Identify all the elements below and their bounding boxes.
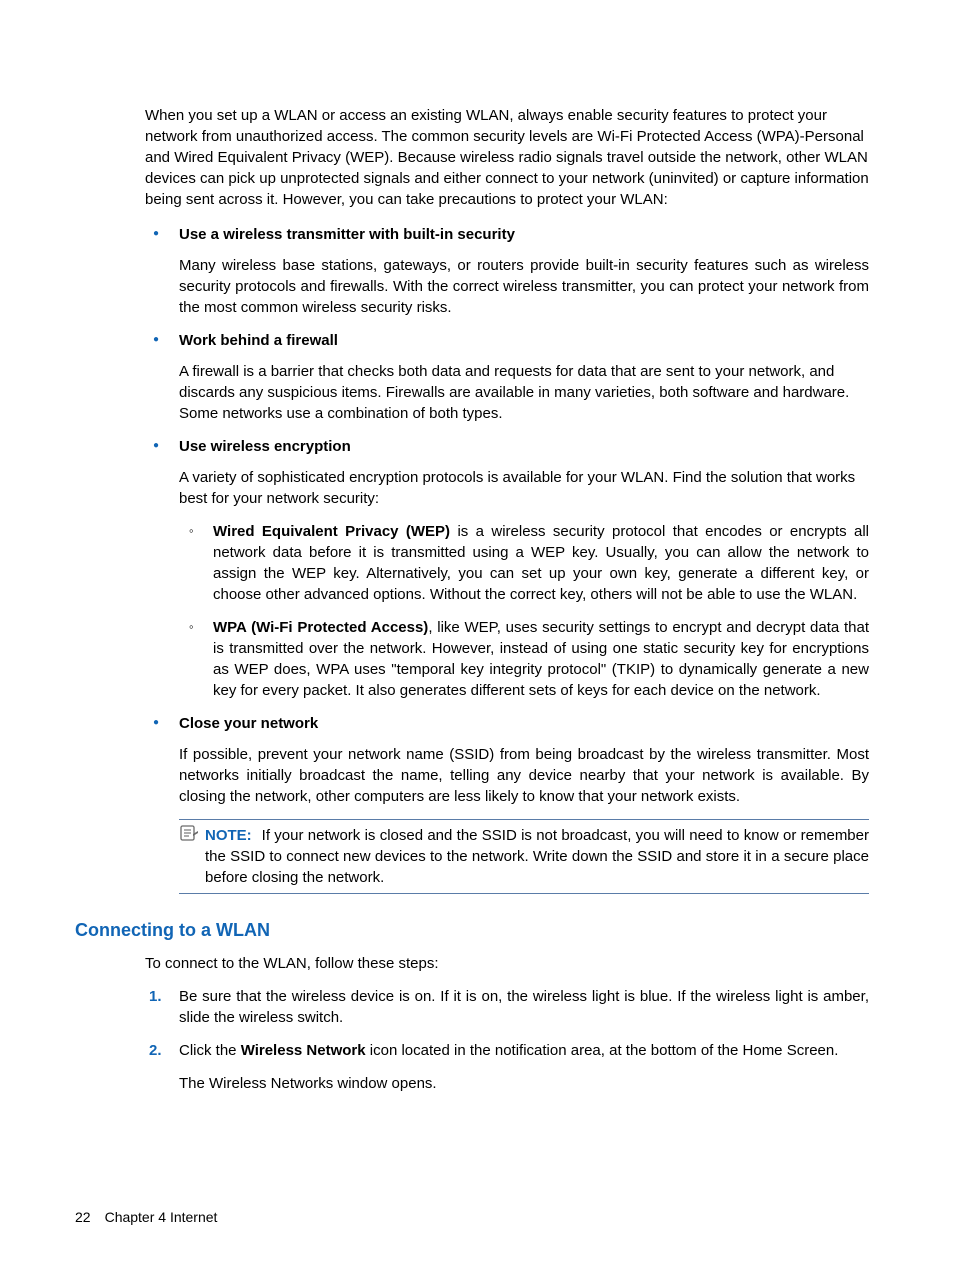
- step-text: Be sure that the wireless device is on. …: [179, 988, 869, 1026]
- bullet-body: A variety of sophisticated encryption pr…: [179, 467, 869, 509]
- bullet-item-transmitter: Use a wireless transmitter with built-in…: [145, 224, 869, 318]
- bullet-title: Close your network: [179, 713, 869, 734]
- bullet-title: Use wireless encryption: [179, 436, 869, 457]
- section-heading: Connecting to a WLAN: [75, 918, 874, 943]
- note-text: If your network is closed and the SSID i…: [205, 827, 869, 886]
- chapter-label: Chapter 4 Internet: [105, 1209, 218, 1225]
- note-icon: [179, 825, 199, 841]
- step-post: icon located in the notification area, a…: [366, 1042, 839, 1059]
- bullet-item-firewall: Work behind a firewall A firewall is a b…: [145, 330, 869, 424]
- bullet-body: If possible, prevent your network name (…: [179, 744, 869, 807]
- step-bold: Wireless Network: [241, 1042, 366, 1059]
- bullet-item-encryption: Use wireless encryption A variety of sop…: [145, 436, 869, 701]
- bullet-body: Many wireless base stations, gateways, o…: [179, 255, 869, 318]
- page-number: 22: [75, 1209, 91, 1225]
- section-content: To connect to the WLAN, follow these ste…: [145, 953, 869, 1094]
- bullet-item-close-network: Close your network If possible, prevent …: [145, 713, 869, 807]
- step-2: Click the Wireless Network icon located …: [145, 1040, 869, 1094]
- page-footer: 22 Chapter 4 Internet: [75, 1208, 217, 1228]
- step-1: Be sure that the wireless device is on. …: [145, 986, 869, 1028]
- sub-bullet-list: Wired Equivalent Privacy (WEP) is a wire…: [179, 521, 869, 701]
- bullet-body: A firewall is a barrier that checks both…: [179, 361, 869, 424]
- intro-paragraph: When you set up a WLAN or access an exis…: [145, 105, 869, 210]
- note-box: NOTE:If your network is closed and the S…: [179, 819, 869, 894]
- steps-list: Be sure that the wireless device is on. …: [145, 986, 869, 1094]
- step-pre: Click the: [179, 1042, 241, 1059]
- bullet-list: Use a wireless transmitter with built-in…: [145, 224, 869, 807]
- content-area: When you set up a WLAN or access an exis…: [145, 105, 869, 894]
- bullet-title: Work behind a firewall: [179, 330, 869, 351]
- bullet-title: Use a wireless transmitter with built-in…: [179, 224, 869, 245]
- sub-lead: Wired Equivalent Privacy (WEP): [213, 523, 450, 540]
- document-page: When you set up a WLAN or access an exis…: [0, 0, 954, 1270]
- step-after: The Wireless Networks window opens.: [179, 1073, 869, 1094]
- sub-bullet-wep: Wired Equivalent Privacy (WEP) is a wire…: [179, 521, 869, 605]
- note-label: NOTE:: [205, 827, 252, 844]
- sub-bullet-wpa: WPA (Wi-Fi Protected Access), like WEP, …: [179, 617, 869, 701]
- section-intro: To connect to the WLAN, follow these ste…: [145, 953, 869, 974]
- sub-lead: WPA (Wi-Fi Protected Access): [213, 619, 428, 636]
